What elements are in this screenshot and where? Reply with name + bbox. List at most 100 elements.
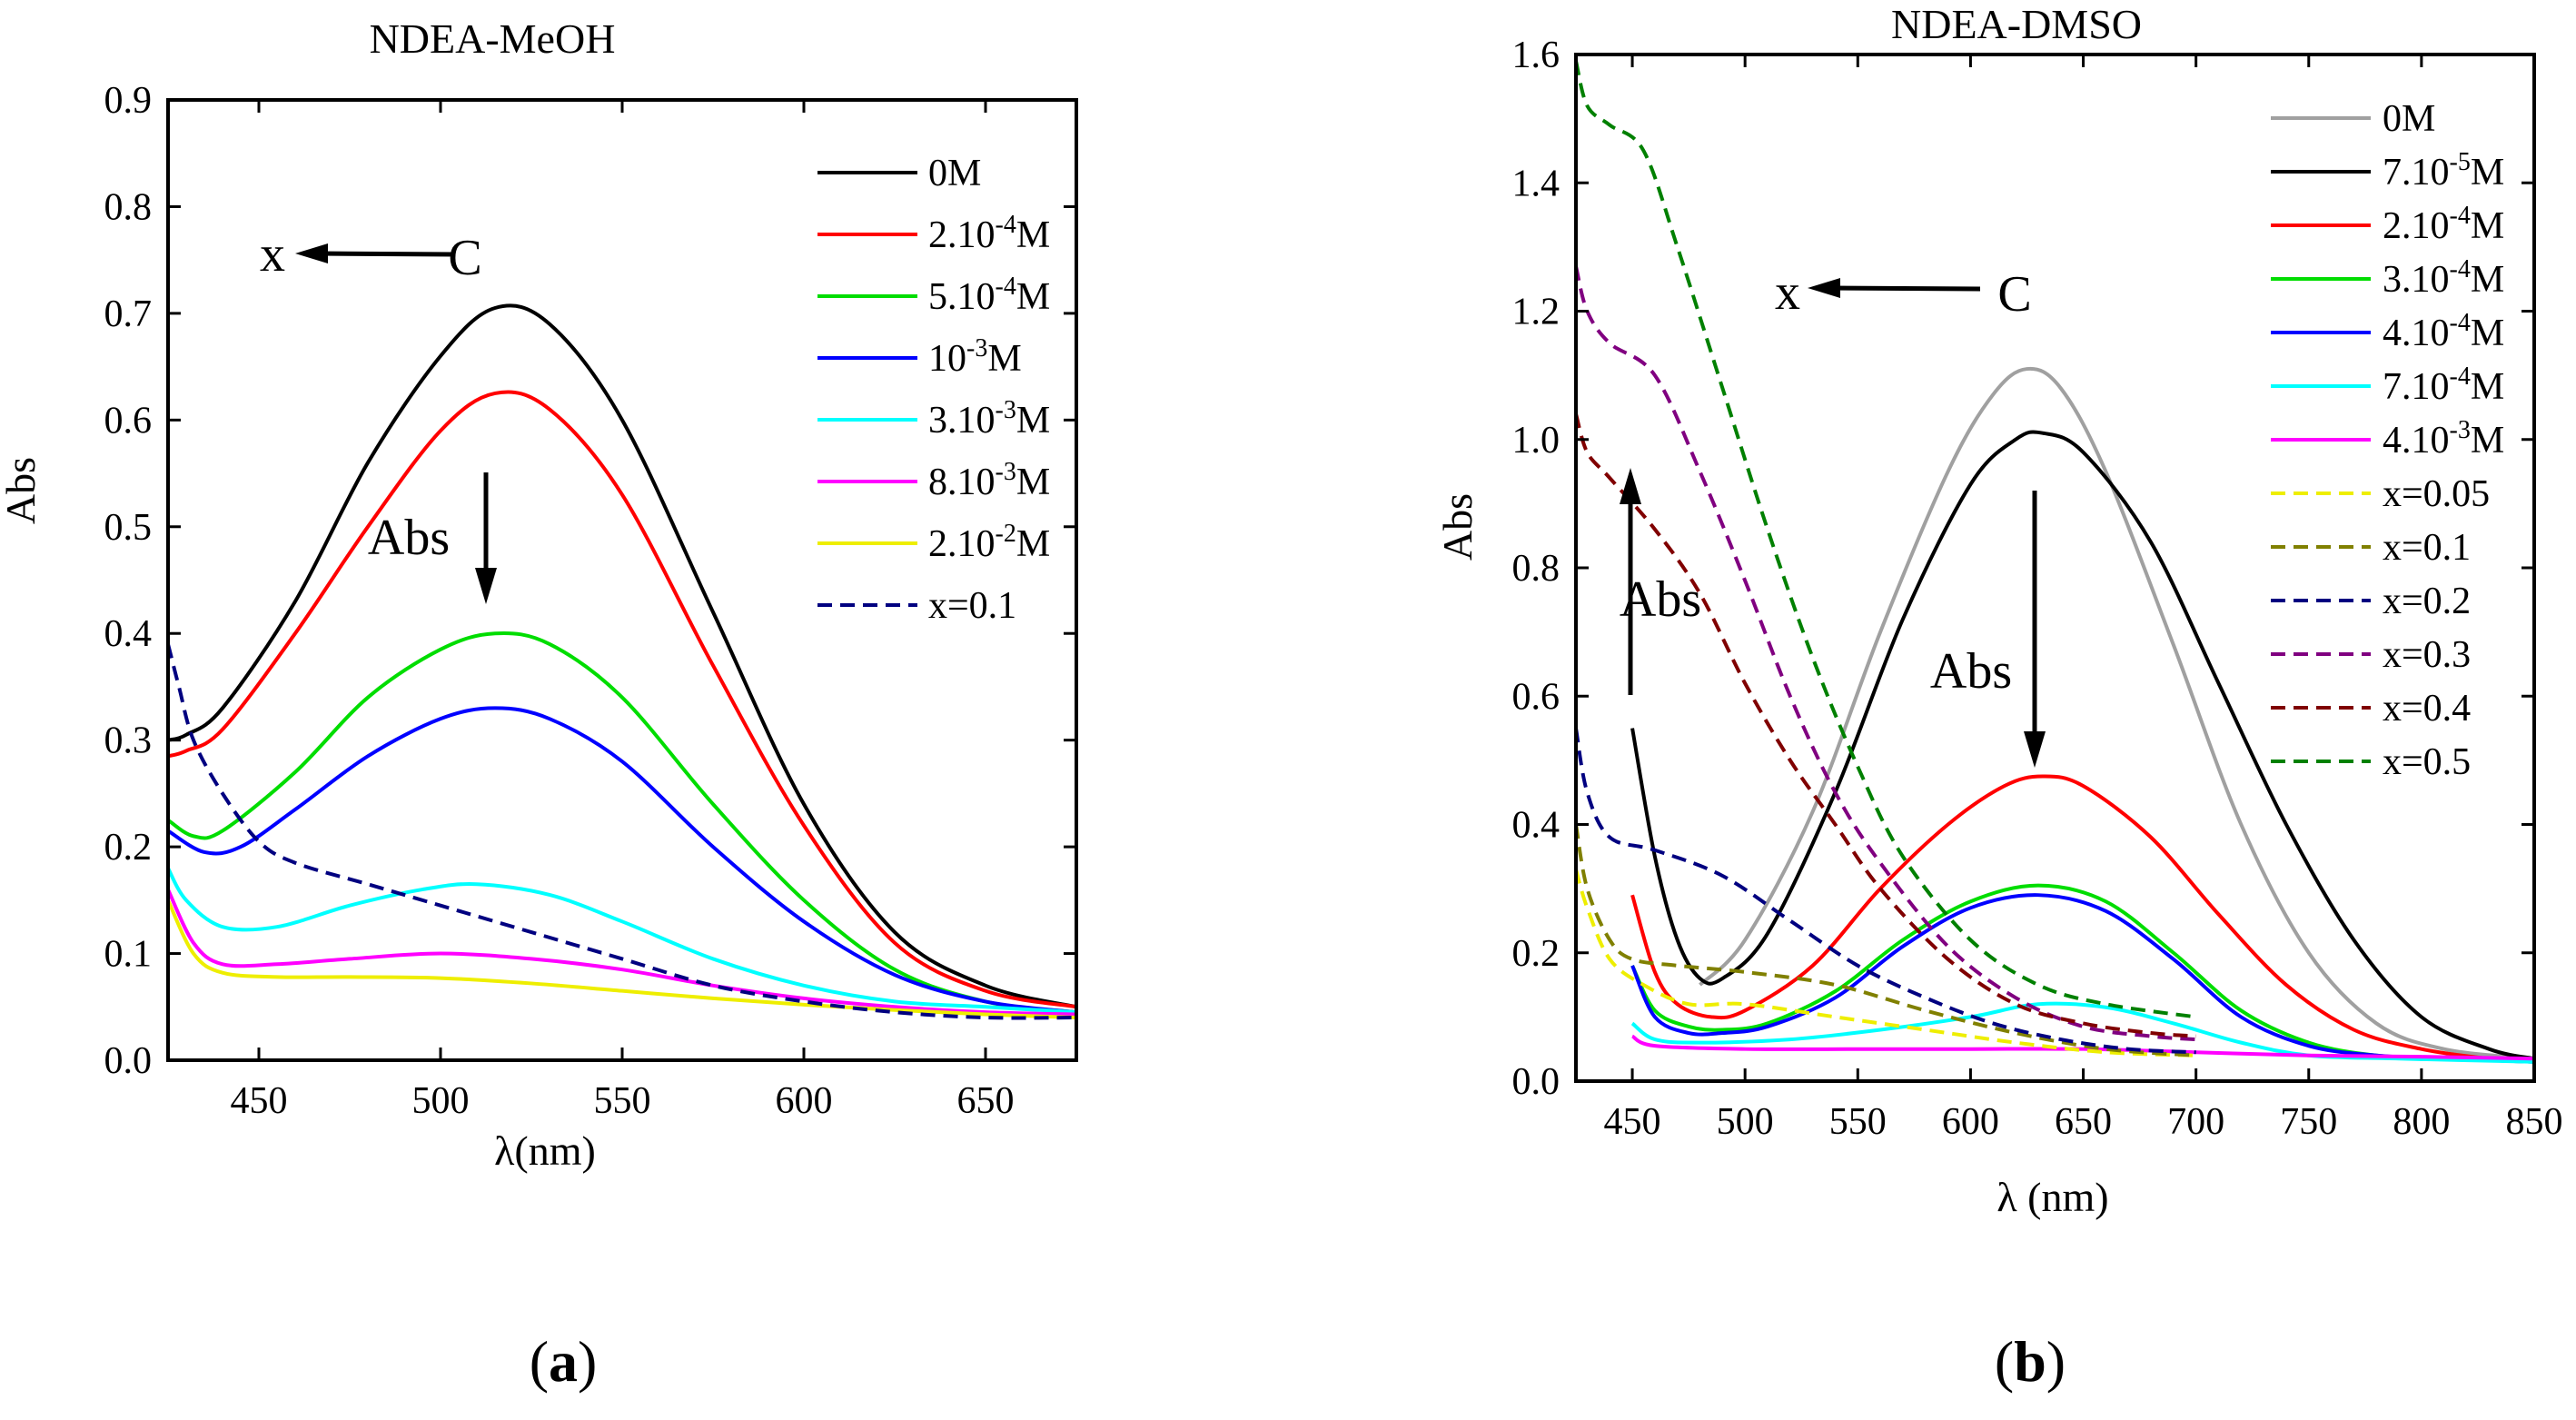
series-line-a-5 <box>168 889 1076 1017</box>
x-tick-label: 650 <box>2055 1101 2112 1143</box>
series-line-b-4 <box>1630 893 2534 1064</box>
legend-text: x=0.2 <box>2383 581 2471 622</box>
panel-label-open: ( <box>1995 1329 2014 1394</box>
y-tick-label: 0.1 <box>104 934 153 976</box>
panel-label-close: ) <box>578 1329 597 1394</box>
annotation-abs-label: Abs <box>1930 643 2012 700</box>
annotation-abs-label: Abs <box>368 510 450 566</box>
annotation-c-label: C <box>448 230 481 286</box>
legend-text: x=0.1 <box>928 585 1016 627</box>
series-line-a-6 <box>168 899 1076 1020</box>
arrow-head <box>295 243 328 263</box>
series-line-a-1 <box>168 390 1076 1009</box>
legend-superscript: -3 <box>996 396 1016 424</box>
legend-entry: 4.10-4M <box>2383 309 2504 354</box>
legend-entry: 2.10-2M <box>928 520 1050 565</box>
legend-text: 2.10 <box>2383 205 2450 247</box>
arrow-head <box>2024 731 2046 768</box>
series-line-a-0 <box>168 303 1076 1009</box>
annotation-x-label: x <box>1775 264 1800 321</box>
series-line-b-10 <box>1576 265 2196 1042</box>
legend-text: 4.10 <box>2383 313 2450 354</box>
x-axis-label: λ (nm) <box>1996 1174 2108 1220</box>
legend-entry: x=0.2 <box>2383 581 2471 622</box>
annotation-x-label: x <box>260 226 285 283</box>
legend-entry: x=0.4 <box>2383 688 2471 730</box>
x-tick-label: 650 <box>957 1080 1015 1122</box>
chart-title: NDEA-MeOH <box>370 15 616 62</box>
legend-text: 2.10 <box>928 214 996 256</box>
series-line-a-3 <box>168 706 1076 1015</box>
series-group <box>168 303 1076 1020</box>
legend-text: x=0.05 <box>2383 473 2490 515</box>
legend-suffix: M <box>987 338 1021 380</box>
arrow-head <box>1808 278 1840 298</box>
legend-superscript: -4 <box>996 211 1016 239</box>
legend-text: 5.10 <box>928 276 996 318</box>
y-tick-label: 0.6 <box>1512 676 1560 718</box>
x-tick-label: 850 <box>2506 1101 2563 1143</box>
series-line-b-2 <box>1630 774 2534 1064</box>
legend-suffix: M <box>1016 523 1050 565</box>
y-tick-label: 1.4 <box>1512 163 1560 204</box>
legend-entry: 10-3M <box>928 334 1022 380</box>
legend-entry: x=0.3 <box>2383 634 2471 676</box>
x-tick-label: 550 <box>1829 1101 1887 1143</box>
y-tick-label: 0.9 <box>104 80 153 122</box>
x-tick-label: 550 <box>594 1080 651 1122</box>
legend-entry: 3.10-4M <box>2383 255 2504 301</box>
legend-suffix: M <box>2471 152 2504 194</box>
x-axis-label: λ(nm) <box>494 1127 596 1174</box>
y-tick-label: 0.0 <box>1512 1061 1560 1103</box>
series-line-b-1 <box>1630 430 2534 1061</box>
y-axis-label: Abs <box>0 457 44 524</box>
legend-superscript: -4 <box>2450 309 2471 337</box>
legend-text: 10 <box>928 338 966 380</box>
x-tick-label: 450 <box>231 1080 288 1122</box>
y-tick-label: 0.5 <box>104 507 153 549</box>
y-tick-label: 0.6 <box>104 400 153 442</box>
legend-suffix: M <box>2471 259 2504 301</box>
x-tick-label: 800 <box>2393 1101 2450 1143</box>
series-line-b-9 <box>1576 728 2196 1055</box>
legend-suffix: M <box>2471 420 2504 462</box>
legend-text: 3.10 <box>928 400 996 442</box>
legend-entry: 2.10-4M <box>2383 202 2504 247</box>
legend-text: 0M <box>928 153 981 194</box>
legend-superscript: -4 <box>2450 202 2471 230</box>
x-tick-label: 750 <box>2280 1101 2337 1143</box>
legend-text: x=0.1 <box>2383 527 2471 569</box>
series-line-b-7 <box>1576 869 2196 1058</box>
y-tick-label: 0.8 <box>1512 548 1560 590</box>
x-tick-label: 500 <box>1717 1101 1774 1143</box>
legend-text: 0M <box>2383 98 2435 140</box>
y-tick-label: 0.4 <box>104 613 153 655</box>
x-tick-label: 700 <box>2167 1101 2224 1143</box>
arrow-head <box>1620 468 1641 504</box>
legend-text: 8.10 <box>928 462 996 503</box>
legend-entry: 0M <box>928 153 981 194</box>
annotation-c-label: C <box>1997 266 2031 323</box>
legend-text: 2.10 <box>928 523 996 565</box>
legend-entry: 8.10-3M <box>928 458 1050 503</box>
legend-superscript: -5 <box>2450 148 2471 176</box>
legend-text: 3.10 <box>2383 259 2450 301</box>
y-tick-label: 0.3 <box>104 720 153 762</box>
legend-entry: x=0.1 <box>928 585 1016 627</box>
x-tick-label: 600 <box>776 1080 833 1122</box>
legend-entry: x=0.5 <box>2383 741 2471 783</box>
panel-label-letter: a <box>549 1329 578 1394</box>
y-tick-label: 0.2 <box>104 827 153 869</box>
legend-suffix: M <box>1016 400 1050 442</box>
series-line-a-7 <box>168 643 1076 1020</box>
y-tick-label: 0.8 <box>104 186 153 228</box>
legend-superscript: -3 <box>2450 416 2471 444</box>
series-line-b-0 <box>1699 366 2534 1061</box>
y-tick-label: 0.4 <box>1512 805 1560 847</box>
series-line-b-12 <box>1576 60 2196 1019</box>
legend-text: 4.10 <box>2383 420 2450 462</box>
annotation-abs-label: Abs <box>1620 571 1701 628</box>
legend-entry: 5.10-4M <box>928 273 1050 318</box>
legend-entry: 7.10-4M <box>2383 362 2504 408</box>
